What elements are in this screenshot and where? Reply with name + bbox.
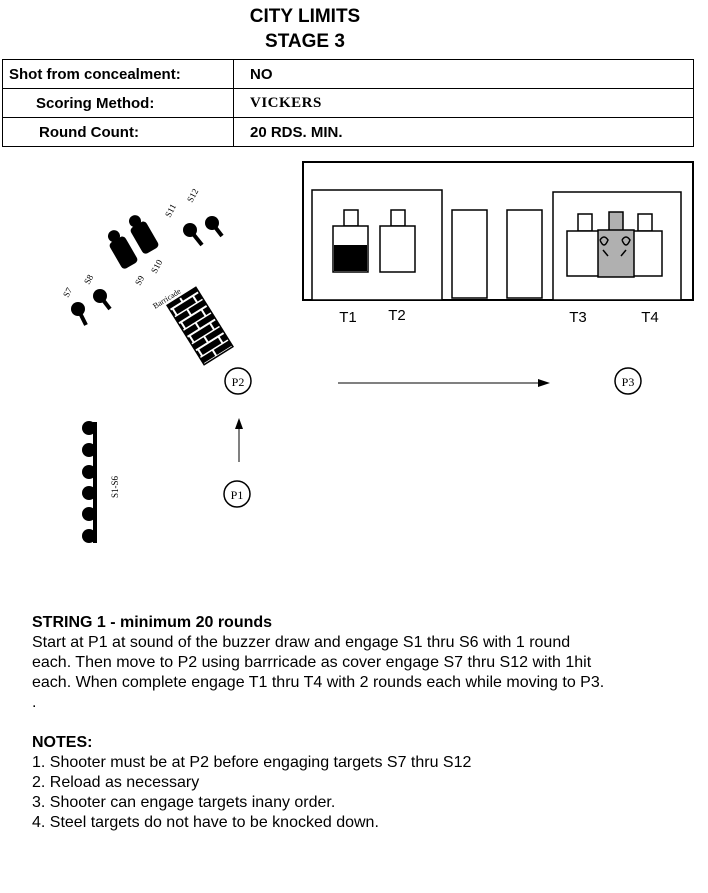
note-item: 1. Shooter must be at P2 before engaging… (32, 754, 472, 771)
concealment-label: Shot from concealment: (2, 59, 234, 89)
string-line: each. Then move to P2 using barrricade a… (32, 654, 592, 671)
concealment-value: NO (233, 59, 694, 89)
stage-number: STAGE 3 (265, 31, 345, 52)
table-row: Scoring Method: VICKERS (2, 88, 694, 118)
stage-info-table: Shot from concealment: NO Scoring Method… (2, 59, 694, 147)
round-count-value: 20 RDS. MIN. (233, 117, 694, 147)
note-item: 3. Shooter can engage targets inany orde… (32, 794, 336, 811)
string-line: Start at P1 at sound of the buzzer draw … (32, 634, 571, 651)
position-p1: P1 (223, 480, 251, 508)
table-row: Shot from concealment: NO (2, 59, 694, 89)
string-line: each. When complete engage T1 thru T4 wi… (32, 674, 605, 691)
scoring-label: Scoring Method: (2, 88, 234, 118)
label-t3: T3 (569, 309, 587, 326)
steel-rack-s1-s6 (82, 421, 97, 543)
door-right (506, 209, 543, 299)
string-line: . (32, 694, 37, 711)
paper-target-t2 (379, 209, 416, 273)
string-heading: STRING 1 - minimum 20 rounds (32, 614, 273, 631)
paper-target-t1 (332, 209, 369, 273)
label-s9: S9 (133, 273, 147, 287)
steel-target-s11 (183, 223, 204, 247)
label-s10: S10 (149, 257, 165, 275)
door-left (451, 209, 488, 299)
svg-text:P3: P3 (622, 375, 635, 389)
paper-target-t3 (566, 213, 603, 277)
label-s11: S11 (163, 202, 178, 219)
steel-target-s12 (205, 216, 224, 238)
svg-text:P1: P1 (231, 488, 244, 502)
steel-target-s7 (71, 302, 88, 326)
table-row: Round Count: 20 RDS. MIN. (2, 117, 694, 147)
label-t4: T4 (641, 309, 659, 326)
no-shoot-target (597, 211, 635, 278)
stage-description: STRING 1 - minimum 20 rounds Start at P1… (32, 613, 702, 833)
note-item: 2. Reload as necessary (32, 774, 200, 791)
scoring-value: VICKERS (233, 88, 694, 118)
label-s12: S12 (185, 187, 200, 204)
barricade (166, 286, 234, 366)
arrow-p1-to-p2 (235, 418, 243, 462)
position-p2: P2 (224, 367, 252, 395)
label-s7: S7 (61, 285, 75, 299)
note-item: 4. Steel targets do not have to be knock… (32, 814, 379, 831)
arrow-p2-to-p3 (338, 379, 550, 387)
steel-target-s8 (93, 289, 112, 311)
svg-text:P2: P2 (232, 375, 245, 389)
steel-silhouette-s10 (129, 215, 159, 254)
steel-silhouette-s9 (108, 230, 138, 269)
label-t2: T2 (388, 307, 406, 324)
label-s8: S8 (82, 272, 96, 286)
label-s1-s6: S1-S6 (110, 475, 120, 498)
target-building (302, 161, 694, 301)
notes-heading: NOTES: (32, 734, 93, 751)
round-count-label: Round Count: (2, 117, 234, 147)
stage-title: CITY LIMITS (249, 6, 361, 27)
position-p3: P3 (614, 367, 642, 395)
label-t1: T1 (339, 309, 357, 326)
stage-diagram: S11 S12 S9 S10 S7 S8 Barricade S1-S6 P2 (61, 161, 694, 543)
